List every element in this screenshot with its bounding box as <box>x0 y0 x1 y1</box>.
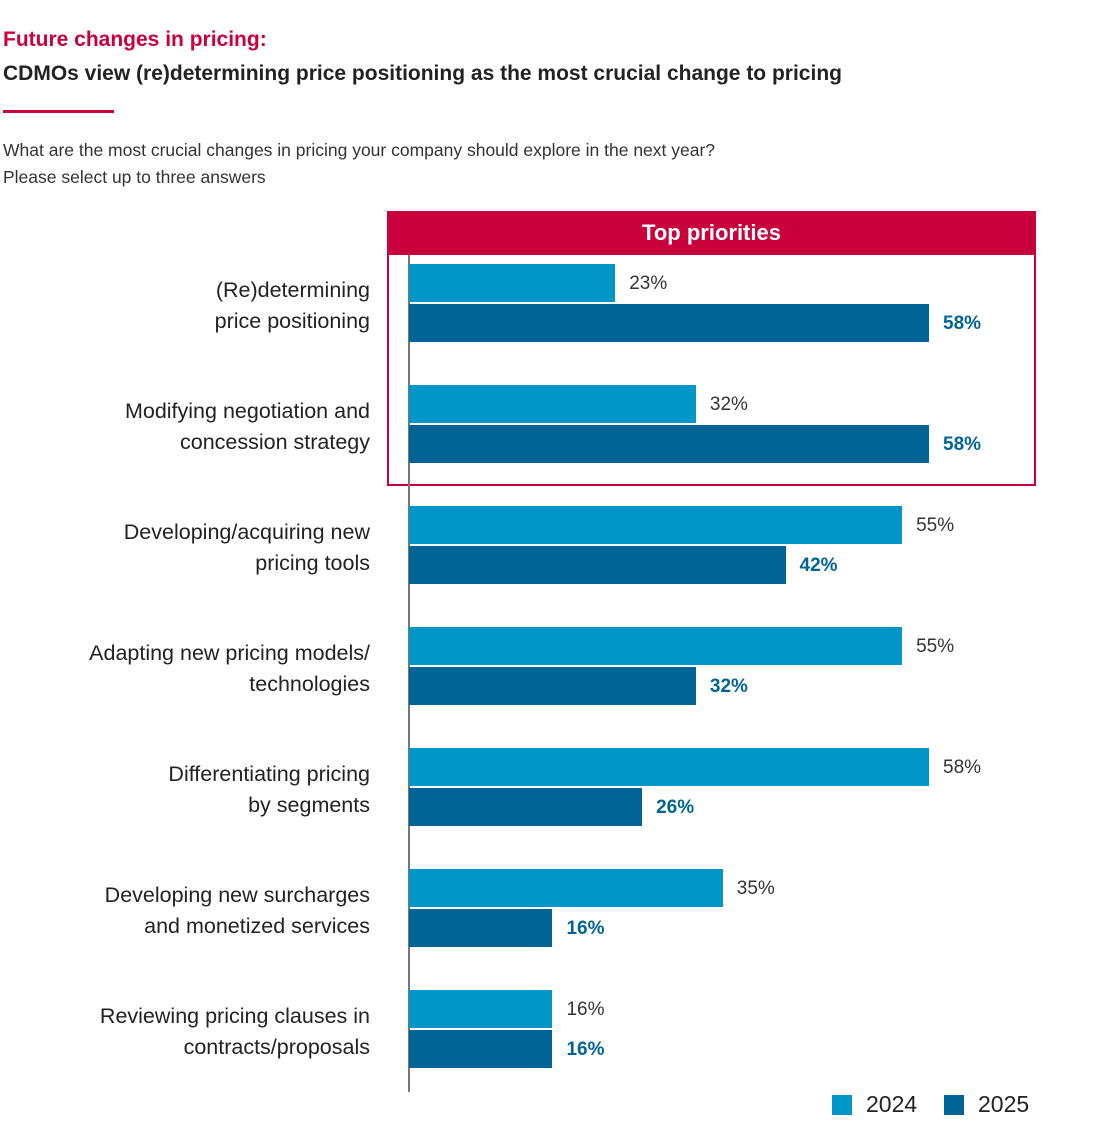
category-label-line: contracts/proposals <box>183 1035 370 1059</box>
value-label-2025: 58% <box>943 434 982 455</box>
bar-2025 <box>409 909 553 947</box>
bar-2024 <box>409 990 553 1028</box>
survey-instruction: Please select up to three answers <box>3 167 266 187</box>
bar-2024 <box>409 506 903 544</box>
category-label: Developing new surcharges and monetized s… <box>10 880 370 942</box>
category-label: Differentiating pricing by segments <box>10 759 370 821</box>
value-label-2025: 32% <box>709 676 748 697</box>
bar-2024 <box>409 627 903 665</box>
value-label-2025: 42% <box>799 555 838 576</box>
category-label: Developing/acquiring new pricing tools <box>10 517 370 579</box>
category-label-line: Developing new surcharges <box>104 883 370 907</box>
chart-kicker: Future changes in pricing: <box>3 28 267 51</box>
value-label-2025: 16% <box>566 1039 605 1060</box>
bar-2024 <box>409 385 696 423</box>
value-label-2025: 58% <box>943 313 982 334</box>
category-label: Modifying negotiation and concession stra… <box>10 396 370 458</box>
y-axis-line <box>408 255 410 1092</box>
category-label-line: price positioning <box>214 309 370 333</box>
category-label-line: Differentiating pricing <box>168 762 370 786</box>
value-label-2025: 16% <box>566 918 605 939</box>
legend-label-2024: 2024 <box>866 1091 918 1117</box>
category-label-line: by segments <box>248 793 370 817</box>
value-label-2024: 35% <box>736 878 775 899</box>
value-label-2024: 58% <box>943 757 982 778</box>
title-rule <box>3 110 114 113</box>
bar-2024 <box>409 748 929 786</box>
bar-2024 <box>409 264 616 302</box>
bar-2025 <box>409 788 643 826</box>
category-label-line: and monetized services <box>144 914 370 938</box>
legend-swatch-2025 <box>944 1095 964 1115</box>
value-label-2024: 16% <box>566 999 605 1020</box>
top-priorities-label: Top priorities <box>387 211 1036 255</box>
category-label-line: (Re)determining <box>215 278 370 302</box>
value-label-2024: 32% <box>709 394 748 415</box>
survey-question: What are the most crucial changes in pri… <box>3 140 716 160</box>
bar-2025 <box>409 546 786 584</box>
chart-title: CDMOs view (re)determining price positio… <box>3 62 842 85</box>
legend-swatch-2024 <box>832 1095 852 1115</box>
category-label-line: Modifying negotiation and <box>124 399 370 423</box>
value-label-2024: 55% <box>916 515 955 536</box>
category-label-line: Reviewing pricing clauses in <box>99 1004 370 1028</box>
value-label-2025: 26% <box>656 797 695 818</box>
category-label: Reviewing pricing clauses in contracts/pr… <box>10 1001 370 1063</box>
value-label-2024: 23% <box>629 273 668 294</box>
bar-2025 <box>409 425 929 463</box>
category-label-line: concession strategy <box>179 430 370 454</box>
category-label-line: Developing/acquiring new <box>123 520 370 544</box>
bar-2025 <box>409 1030 553 1068</box>
category-label-line: Adapting new pricing models/ <box>89 641 370 665</box>
bar-2025 <box>409 667 696 705</box>
category-label: Adapting new pricing models/technologies <box>10 638 370 700</box>
legend-label-2025: 2025 <box>978 1091 1030 1117</box>
category-label-line: pricing tools <box>255 551 370 575</box>
value-label-2024: 55% <box>916 636 955 657</box>
category-label: (Re)determining price positioning <box>10 275 370 337</box>
bar-2024 <box>409 869 723 907</box>
category-label-line: technologies <box>249 672 370 696</box>
bar-2025 <box>409 304 929 342</box>
